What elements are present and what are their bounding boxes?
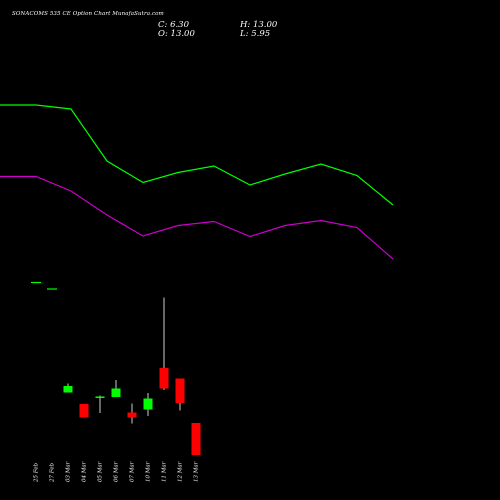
candle (159, 297, 169, 390)
candle (63, 383, 73, 393)
candle-body (175, 378, 185, 403)
candle-body (79, 404, 89, 418)
x-tick-label: 25 Feb (34, 462, 40, 483)
x-tick-label: 11 Mar (162, 461, 168, 482)
candle (191, 423, 201, 455)
x-tick-label: 06 Mar (114, 461, 120, 482)
indicator-bands (0, 104, 394, 260)
x-tick-label: 10 Mar (146, 461, 152, 482)
candle (79, 404, 89, 418)
x-tick-label: 05 Mar (98, 461, 104, 482)
candle-body (63, 386, 73, 393)
lower-band-line (0, 175, 394, 260)
candle (175, 378, 185, 411)
low-readout: L: 5.95 (240, 29, 271, 39)
x-tick-label: 03 Mar (66, 461, 72, 482)
upper-band-line (0, 104, 394, 206)
candle-body (95, 396, 105, 398)
candle-body (127, 412, 137, 418)
candle (143, 393, 153, 416)
candle (127, 403, 137, 424)
candle-body (159, 368, 169, 389)
candle (111, 380, 121, 397)
x-tick-label: 27 Feb (50, 462, 56, 483)
candle (95, 395, 105, 413)
candle-body (143, 398, 153, 410)
candle-body (191, 423, 201, 455)
x-tick-label: 13 Mar (194, 461, 200, 482)
x-axis-labels: 25 Feb 27 Feb 03 Mar 04 Mar 05 Mar 06 Mar 07 M… (34, 461, 200, 483)
x-tick-label: 07 Mar (130, 461, 136, 482)
chart-title: SONACOMS 535 CE Option Chart MunafaSutra… (12, 11, 164, 17)
open-readout: O: 13.00 (158, 29, 195, 39)
candles (31, 281, 201, 455)
high-readout: H: 13.00 (240, 20, 278, 30)
x-tick-label: 12 Mar (178, 461, 184, 482)
close-readout: C: 6.30 (158, 20, 189, 30)
candle-body (111, 388, 121, 397)
x-tick-label: 04 Mar (82, 461, 88, 482)
